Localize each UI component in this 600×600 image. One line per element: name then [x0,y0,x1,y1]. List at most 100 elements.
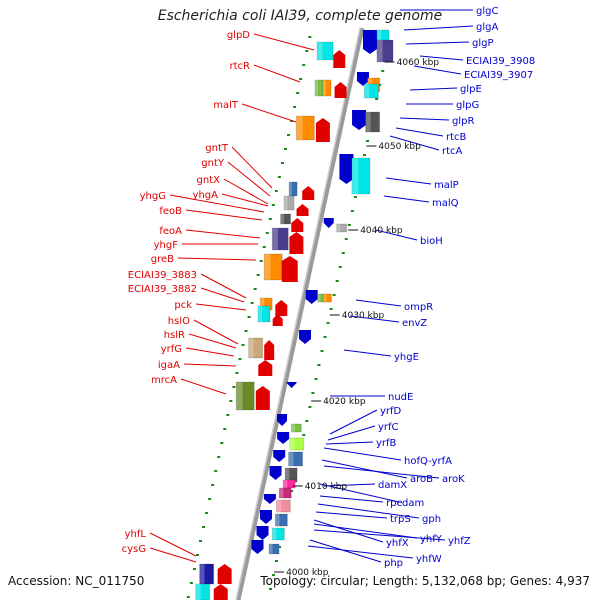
callout-line [253,33,315,51]
gene-label-ompr: ompR [404,302,433,313]
gene-block [283,195,295,211]
callout-line [200,273,247,299]
gene-label-gnty: gntY [201,158,225,169]
gene-label-yrfd: yrfD [380,406,402,417]
gene-block-highlight [199,564,205,584]
gene-block [271,227,289,251]
gene-block-highlight [272,228,278,250]
gene-label-yrfg: yrfG [161,344,182,355]
reverse-gene-arrow [305,290,318,304]
scale-labels: 4060 kbp 4050 kbp 4040 kbp 4030 kbp 4020 kbp… [274,58,439,578]
gene-block [248,337,264,359]
gene-block [322,79,332,97]
gene-block-highlight [283,480,288,488]
callout-line [355,299,402,307]
gene-label-yhfz: yhfZ [448,536,471,547]
callout-line [183,363,237,367]
gene-label-hslr: hslR [164,330,185,341]
reverse-gene-arrow [362,30,377,54]
gene-label-rtca: rtcA [442,146,463,157]
callout-line [309,539,382,563]
forward-gene-arrow [213,584,228,600]
gene-block-highlight [264,254,271,280]
gene-block-highlight [322,80,326,96]
callout-line [419,55,464,61]
gene-label-dam: dam [402,498,424,509]
gene-block-highlight [195,584,201,600]
gene-label-glpg: glpG [456,100,479,111]
gene-label-glgc: glgC [476,6,498,17]
callout-line [180,378,227,395]
callout-line [185,229,261,239]
callout-line [325,441,374,445]
gene-block-highlight [377,40,383,62]
gene-block-highlight [285,468,290,482]
callout-line [185,347,235,357]
callout-line [323,447,402,461]
gene-block-highlight [291,424,295,432]
gene-features [195,29,394,600]
reverse-gene-arrow [263,494,276,504]
forward-gene-arrow [258,360,273,376]
gene-label-hslo: hslO [168,316,190,327]
gene-block-highlight [284,196,288,210]
gene-label-yhgg: yhgG [140,191,166,202]
reverse-gene-arrow [277,414,288,426]
reverse-gene-arrow [299,330,312,344]
callout-line [169,194,265,213]
scale-label: 4040 kbp [360,226,403,236]
gene-block [275,499,291,513]
callout-line [383,195,430,203]
gene-block [268,543,280,555]
gene-label-trps: trpS [390,514,411,525]
callout-line [231,146,273,189]
gene-label-yhga: yhgA [193,190,219,201]
gene-block [274,513,288,527]
callout-line [149,547,197,563]
gene-label-yhfl: yhfL [125,529,147,540]
gene-block [295,115,315,141]
gene-callout-lines [149,9,474,563]
callout-line [188,333,237,349]
gene-block [235,381,255,411]
forward-gene-arrow [334,82,347,98]
gene-label-damx: damX [378,480,407,491]
callout-line [223,178,269,205]
gene-label-hofq-yrfa: hofQ-yrfA [404,456,452,467]
gene-label-yhgf: yhgF [154,240,179,251]
gene-label-yhfw: yhfW [416,554,442,565]
reverse-gene-arrow [286,382,297,388]
callout-line [399,117,450,121]
callout-line [241,103,297,123]
callout-line [315,511,388,519]
callout-line [200,287,245,303]
gene-label-eciai39_3908: ECIAI39_3908 [466,56,535,67]
callout-line [319,483,400,503]
reverse-gene-arrow [277,432,290,444]
forward-gene-arrow [291,218,304,232]
gene-label-greb: greB [151,254,174,265]
callout-line [405,41,470,45]
reverse-gene-arrow [352,110,367,130]
forward-gene-arrow [275,300,288,316]
callout-line [307,545,414,559]
gene-label-arob: aroB [410,474,433,485]
gene-block [288,451,304,467]
forward-gene-arrow [315,118,330,142]
callout-line [195,303,247,311]
forward-gene-arrow [272,314,283,326]
gene-label-nude: nudE [388,392,413,403]
genome-summary: Topology: circular; Length: 5,132,068 bp… [260,574,590,588]
gene-label-feob: feoB [159,206,182,217]
gene-block [278,487,292,499]
gene-label-yhge: yhgE [394,352,419,363]
reverse-gene-labels: glgC glgA glgP ECIAI39_3908 ECIAI39_3907 glpE… [376,6,535,569]
gene-block-highlight [365,112,371,132]
gene-label-gntt: gntT [205,143,229,154]
gene-block-highlight [276,500,282,512]
callout-line [193,319,239,345]
gene-label-envz: envZ [402,318,427,329]
gene-block [289,437,305,451]
gene-label-cysg: cysG [122,544,146,555]
